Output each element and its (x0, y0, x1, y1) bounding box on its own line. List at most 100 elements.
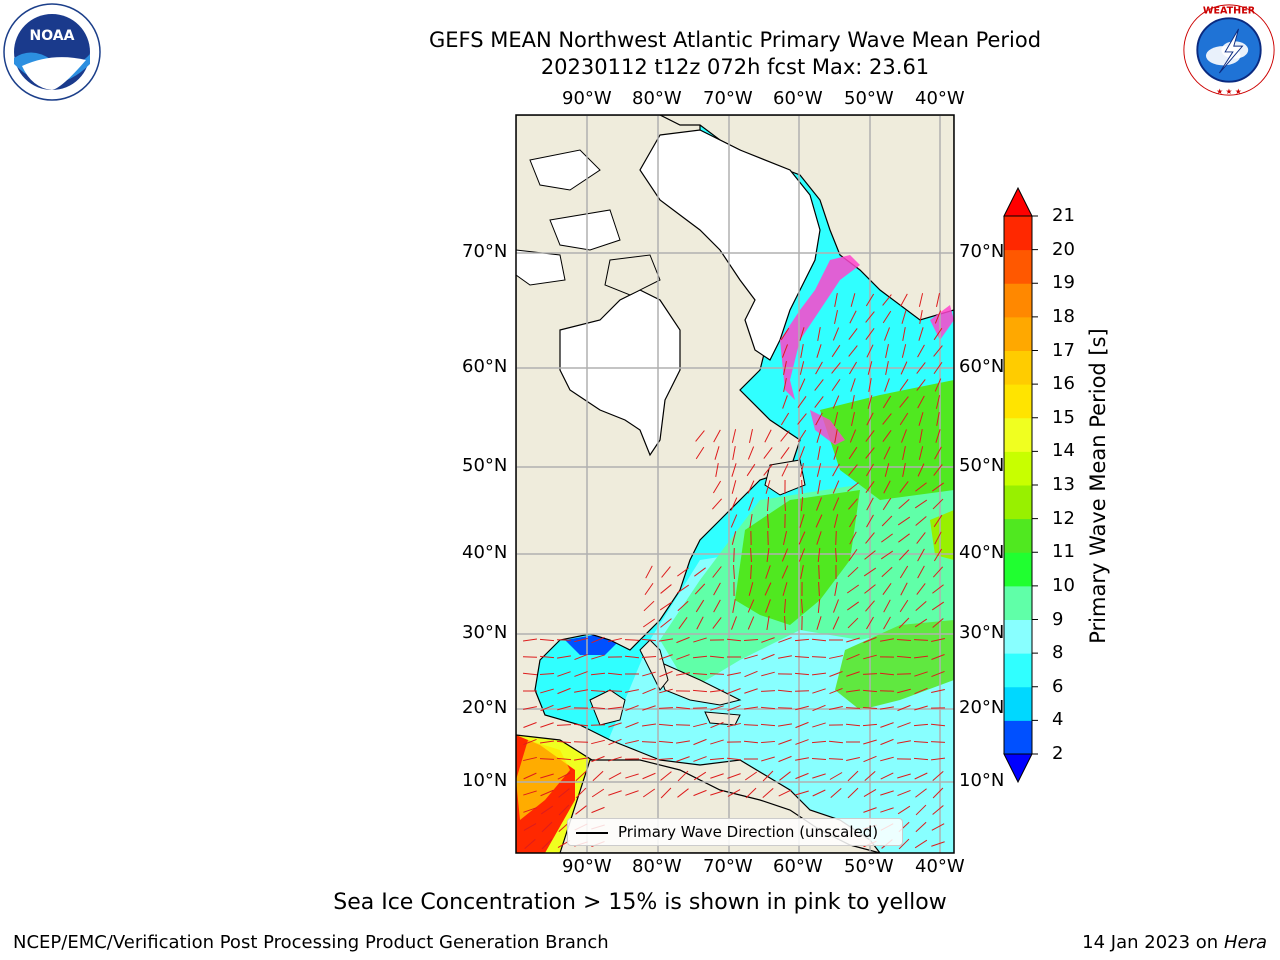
wave-arrow (864, 770, 876, 782)
colorbar-tick-label: 19 (1052, 272, 1075, 294)
wave-arrow (865, 481, 875, 493)
wave-arrow (915, 482, 927, 492)
wave-arrow (880, 790, 894, 796)
wave-arrow (760, 723, 776, 727)
wave-arrow (782, 344, 788, 358)
wave-arrow (916, 583, 926, 595)
wave-arrow (816, 497, 822, 511)
colorbar-segment (1004, 350, 1032, 385)
wave-arrow (898, 838, 910, 850)
wave-arrow (761, 671, 775, 677)
wave-field-11-12s-central (735, 490, 860, 625)
wave-arrow (919, 429, 923, 443)
wave-arrow (832, 327, 840, 341)
wave-arrow (815, 514, 823, 528)
wave-arrow (624, 639, 640, 641)
wave-arrow (901, 344, 907, 358)
colorbar-tick-label: 11 (1052, 541, 1075, 563)
wave-arrow (863, 654, 877, 660)
lon-label-top-90w: 90°W (562, 88, 612, 109)
wave-arrow (659, 670, 673, 678)
wave-arrow (660, 787, 672, 799)
wave-arrow (863, 807, 877, 813)
legend-label: Primary Wave Direction (unscaled) (618, 823, 879, 841)
wave-arrow (897, 516, 911, 526)
colorbar-segment (1004, 384, 1032, 419)
wave-arrow (676, 756, 690, 762)
wave-arrow (897, 805, 911, 815)
wave-arrow (801, 598, 803, 614)
wave-arrow (865, 532, 875, 544)
wave-arrow (558, 804, 570, 816)
graticule (516, 115, 954, 853)
wave-arrow (712, 566, 722, 578)
wave-arrow (765, 480, 771, 494)
wave-arrow (658, 723, 674, 727)
wave-arrow (641, 638, 657, 642)
wave-arrow (829, 687, 843, 695)
wave-arrow (866, 412, 874, 426)
wave-arrow (539, 655, 555, 659)
wave-arrow (556, 757, 572, 761)
colorbar-segment (1004, 451, 1032, 486)
wave-arrow (936, 293, 940, 307)
wave-arrow (642, 772, 656, 780)
wave-arrow (557, 655, 571, 659)
lat-label-right-30n: 30°N (959, 622, 1005, 643)
wave-arrow (713, 582, 721, 596)
colorbar-segment (1004, 417, 1032, 452)
arctic-island-4 (604, 254, 661, 296)
wave-arrow (880, 756, 894, 762)
wave-arrow (710, 721, 724, 729)
wave-arrow (731, 480, 737, 494)
wave-arrow (523, 823, 537, 831)
colorbar-tick-label: 8 (1052, 642, 1064, 664)
wave-arrow (851, 412, 855, 426)
wave-arrow (833, 514, 839, 528)
wave-arrow (880, 807, 894, 813)
wave-arrow (831, 378, 841, 392)
wave-arrow (540, 740, 554, 744)
wave-arrow (766, 496, 770, 512)
wave-arrow (797, 413, 807, 425)
wave-arrow (608, 637, 622, 643)
wave-arrow (732, 446, 736, 460)
wave-arrow (660, 584, 672, 594)
wave-arrow (608, 722, 622, 728)
wave-arrow (765, 565, 771, 579)
wave-arrow (932, 771, 944, 781)
wave-arrow (794, 690, 810, 692)
wave-arrow (608, 756, 622, 762)
wave-arrow (747, 599, 755, 613)
wave-arrow (658, 740, 674, 744)
wave-arrow (917, 463, 925, 477)
wave-arrow (799, 327, 805, 341)
wave-arrow (760, 706, 776, 710)
wave-arrow (677, 600, 689, 612)
cuba-island (654, 659, 742, 706)
wave-arrow (760, 740, 776, 744)
wave-arrow (575, 770, 587, 782)
wave-arrow (798, 548, 806, 562)
wave-arrow (933, 345, 943, 357)
wave-arrow (591, 739, 605, 745)
wave-arrow (933, 464, 943, 476)
wave-arrow (816, 344, 822, 358)
wave-arrow (661, 566, 671, 578)
wave-arrow (897, 722, 911, 728)
wave-arrow (834, 293, 838, 307)
wave-arrow (574, 689, 588, 693)
wave-arrow (712, 480, 722, 494)
wave-arrow (625, 689, 639, 693)
wave-arrow (761, 756, 775, 762)
wave-arrow (897, 773, 911, 779)
wave-arrow (744, 688, 758, 694)
wave-arrow (899, 599, 909, 613)
wave-arrow (815, 412, 823, 426)
wave-arrow (932, 805, 944, 815)
colorbar-segment (1004, 249, 1032, 284)
colorbar-tick-label: 9 (1052, 608, 1064, 630)
wave-arrow (913, 655, 929, 659)
wave-arrow (930, 741, 946, 743)
